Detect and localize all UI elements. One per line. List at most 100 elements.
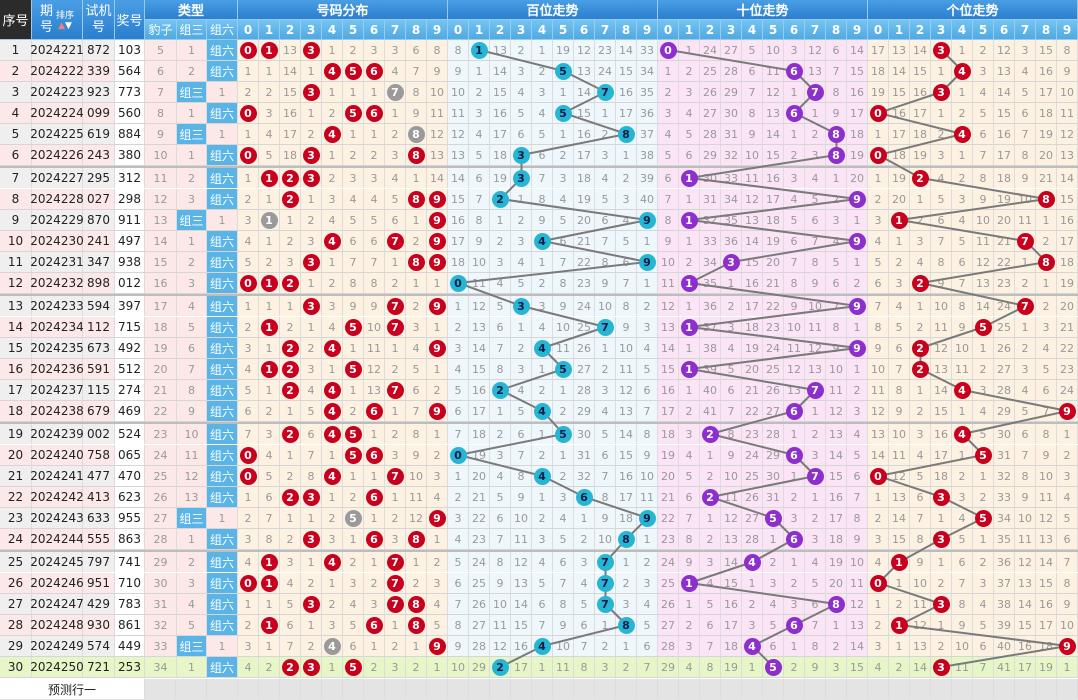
miss-cell: 6 — [784, 529, 805, 549]
forecast-cell[interactable] — [994, 679, 1015, 699]
forecast-cell[interactable] — [616, 679, 637, 699]
miss-cell: 1 — [343, 82, 364, 102]
miss-cell: 2 — [532, 445, 553, 465]
forecast-cell[interactable] — [511, 679, 532, 699]
forecast-cell[interactable] — [805, 679, 826, 699]
forecast-cell[interactable] — [207, 679, 238, 699]
miss-cell: 1 — [259, 615, 280, 635]
type-cell: 4 — [177, 296, 207, 316]
miss-cell: 7 — [637, 401, 658, 421]
miss-cell: 4 — [511, 380, 532, 400]
forecast-cell[interactable] — [364, 679, 385, 699]
forecast-cell[interactable] — [763, 679, 784, 699]
forecast-cell[interactable] — [532, 679, 553, 699]
forecast-cell[interactable] — [280, 679, 301, 699]
miss-cell: 31 — [721, 124, 742, 144]
forecast-cell[interactable] — [889, 679, 910, 699]
seq-cell: 27 — [0, 594, 32, 614]
ball-9: 9 — [428, 509, 446, 527]
miss-cell: 1 — [364, 636, 385, 656]
forecast-cell[interactable] — [1036, 679, 1057, 699]
miss-cell: 27 — [721, 40, 742, 60]
forecast-cell[interactable] — [574, 679, 595, 699]
forecast-cell[interactable] — [145, 679, 176, 699]
forecast-cell[interactable] — [700, 679, 721, 699]
miss-cell: 3 — [448, 508, 469, 528]
prize-cell: 274 — [115, 380, 145, 400]
header-digit: 2 — [490, 20, 511, 40]
forecast-cell[interactable] — [469, 679, 490, 699]
forecast-cell[interactable] — [742, 679, 763, 699]
miss-cell: 36 — [994, 552, 1015, 572]
miss-cell: 1 — [889, 231, 910, 251]
miss-cell: 2 — [868, 189, 889, 209]
miss-cell: 3 — [973, 61, 994, 81]
forecast-cell[interactable] — [427, 679, 448, 699]
forecast-cell[interactable] — [238, 679, 259, 699]
forecast-cell[interactable] — [343, 679, 364, 699]
forecast-cell[interactable] — [176, 679, 207, 699]
miss-cell: 1 — [385, 487, 406, 507]
miss-cell: 1 — [910, 380, 931, 400]
miss-cell: 3 — [364, 168, 385, 188]
forecast-cell[interactable] — [868, 679, 889, 699]
miss-cell: 3 — [322, 615, 343, 635]
forecast-cell[interactable] — [595, 679, 616, 699]
seq-cell: 9 — [0, 210, 32, 230]
sort-label[interactable]: 排序 — [56, 11, 75, 21]
miss-cell: 3 — [301, 145, 322, 165]
miss-cell: 10 — [553, 317, 574, 337]
forecast-cell[interactable] — [406, 679, 427, 699]
miss-cell: 14 — [847, 636, 868, 656]
forecast-cell[interactable] — [847, 679, 868, 699]
seq-cell: 21 — [0, 466, 32, 486]
miss-cell: 19 — [553, 40, 574, 60]
miss-cell: 3 — [679, 424, 700, 444]
miss-cell: 5 — [637, 615, 658, 635]
forecast-cell[interactable] — [385, 679, 406, 699]
forecast-cell[interactable] — [322, 679, 343, 699]
miss-cell: 11 — [889, 445, 910, 465]
forecast-cell[interactable] — [553, 679, 574, 699]
forecast-cell[interactable] — [637, 679, 658, 699]
miss-cell: 19 — [889, 168, 910, 188]
forecast-cell[interactable] — [910, 679, 931, 699]
ball-4: 4 — [323, 125, 341, 143]
miss-cell: 36 — [700, 296, 721, 316]
miss-cell: 6 — [1015, 103, 1036, 123]
table-row: 24 2024244 555 863 28 1 组六 3 8 2 3 3 1 6 3 8 1 4 23 7 11 3 5 2 1… — [0, 529, 1078, 550]
miss-cell: 10 — [931, 296, 952, 316]
forecast-cell[interactable] — [679, 679, 700, 699]
miss-cell: 1 — [364, 82, 385, 102]
ball-8: 8 — [407, 595, 425, 613]
sort-arrows-icon[interactable]: ▲▼ — [58, 21, 72, 31]
forecast-cell[interactable] — [301, 679, 322, 699]
miss-cell: 3 — [280, 552, 301, 572]
miss-cell: 4 — [868, 552, 889, 572]
miss-cell: 1 — [805, 103, 826, 123]
miss-cell: 2 — [427, 552, 448, 572]
miss-cell: 5 — [1036, 359, 1057, 379]
miss-cell: 1 — [427, 359, 448, 379]
forecast-cell[interactable] — [973, 679, 994, 699]
miss-cell: 7 — [385, 296, 406, 316]
forecast-cell[interactable] — [931, 679, 952, 699]
forecast-cell[interactable] — [490, 679, 511, 699]
miss-cell: 1 — [952, 401, 973, 421]
miss-cell: 1 — [406, 210, 427, 230]
header-digit: 5 — [553, 20, 574, 40]
forecast-cell[interactable] — [826, 679, 847, 699]
forecast-cell[interactable] — [448, 679, 469, 699]
miss-cell: 35 — [637, 82, 658, 102]
forecast-cell[interactable] — [952, 679, 973, 699]
table-row: 27 2024247 429 783 31 4 组六 1 1 5 3 2 4 3 7 8 4 7 26 10 14 6 8 5… — [0, 594, 1078, 615]
forecast-cell[interactable] — [259, 679, 280, 699]
forecast-cell[interactable] — [1057, 679, 1078, 699]
forecast-cell[interactable] — [1015, 679, 1036, 699]
forecast-cell[interactable] — [721, 679, 742, 699]
forecast-cell[interactable] — [658, 679, 679, 699]
miss-cell: 1 — [784, 82, 805, 102]
header-issue[interactable]: 期号 排序 ▲▼ — [32, 0, 83, 40]
forecast-cell[interactable] — [784, 679, 805, 699]
ball-5: 5 — [554, 62, 572, 80]
